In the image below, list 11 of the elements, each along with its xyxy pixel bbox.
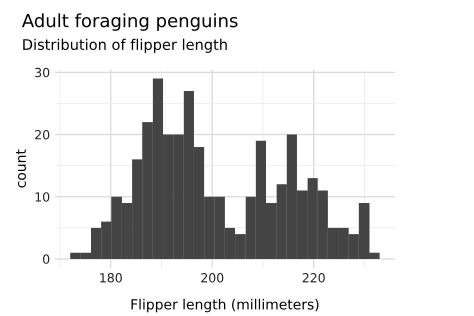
chart-subtitle: Distribution of flipper length: [23, 38, 227, 53]
x-tick-label: 220: [302, 273, 325, 283]
x-tick-label: 200: [201, 273, 224, 283]
chart-title: Adult foraging penguins: [22, 13, 238, 31]
x-tick-label: 180: [100, 273, 122, 283]
y-tick-label: 0: [42, 254, 50, 264]
y-axis-title: count: [16, 149, 26, 188]
y-tick-label: 30: [35, 68, 50, 78]
x-axis-title: Flipper length (millimeters): [132, 298, 318, 312]
y-tick-label: 10: [36, 192, 50, 202]
y-tick-label: 20: [35, 130, 50, 140]
